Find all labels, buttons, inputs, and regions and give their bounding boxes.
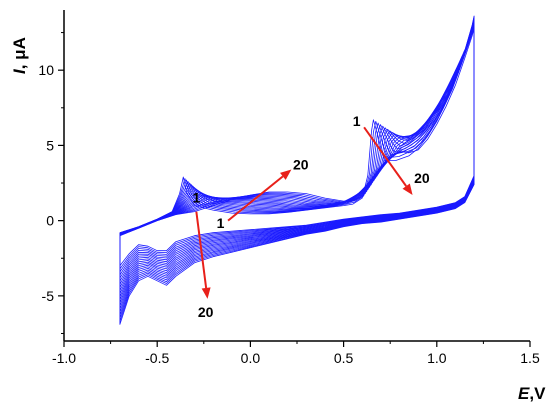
y-axis-title: I, μA: [10, 37, 29, 74]
x-tick-label: 1.5: [520, 350, 540, 366]
cycle-arrowhead-3: [402, 183, 413, 196]
cycle-arrows: 1 20 1 20 1 20: [192, 113, 429, 320]
cycle-start-label: 1: [217, 215, 225, 231]
cycle-start-label: 1: [353, 113, 361, 129]
cycle-curve-19: [119, 27, 475, 322]
cycle-curve-8: [119, 20, 475, 288]
y-tick-label: 0: [46, 213, 54, 229]
y-tick-label: 10: [38, 62, 54, 78]
x-tick-label: 1.0: [427, 350, 447, 366]
cycle-curve-5: [119, 18, 475, 279]
y-tick-label: -5: [42, 288, 55, 304]
cycle-curve-6: [119, 18, 475, 282]
cycle-arrow-2: [227, 175, 284, 222]
cycle-curve-20: [119, 27, 475, 325]
cycle-end-label: 20: [414, 170, 430, 186]
x-axis-title: E,V: [518, 384, 546, 403]
cycle-arrow-3: [363, 126, 407, 187]
cycle-arrowhead-1: [201, 287, 211, 299]
x-tick-label: -0.5: [145, 350, 169, 366]
cv-curves: [119, 15, 475, 325]
cycle-arrowhead-2: [280, 169, 292, 180]
x-tick-label: 0.0: [241, 350, 261, 366]
axis-ticks: -1.0 -0.5 0.0 0.5 1.0 1.5 -5 0 5 10: [38, 32, 540, 366]
cycle-start-label: 1: [192, 190, 200, 206]
cycle-end-label: 20: [198, 304, 214, 320]
y-tick-label: 5: [46, 137, 54, 153]
x-tick-label: -1.0: [52, 350, 76, 366]
x-tick-label: 0.5: [334, 350, 354, 366]
cycle-arrow-1: [195, 211, 208, 289]
cycle-end-label: 20: [293, 156, 309, 172]
